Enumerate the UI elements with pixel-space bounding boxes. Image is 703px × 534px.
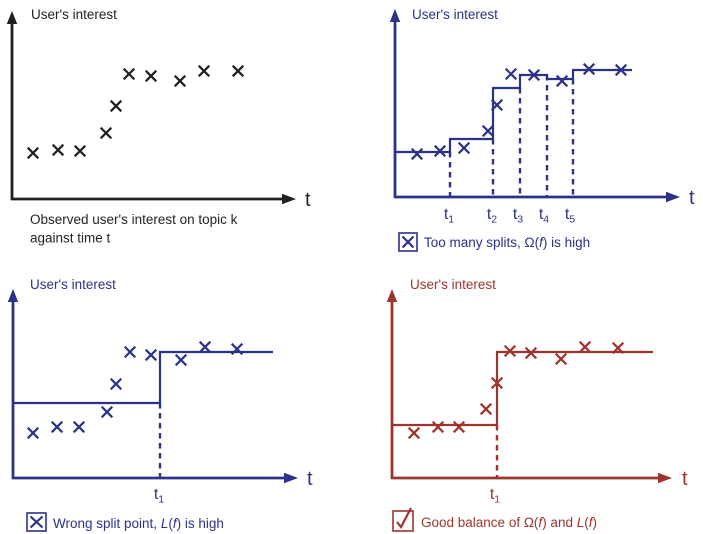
- x-mark: [174, 353, 188, 367]
- panel-caption: Wrong split point, L(f) is high: [53, 516, 224, 531]
- panel-caption-line: against time t: [30, 231, 111, 246]
- x-mark: [410, 147, 424, 161]
- x-mark: [490, 98, 504, 112]
- x-mark: [504, 67, 518, 81]
- x-mark: [503, 344, 517, 358]
- y-axis-arrow: [386, 289, 398, 302]
- step-function-line: [395, 68, 632, 154]
- panel-good-balance: User's interest t t1 Good balance of Ω(f) a…: [386, 277, 688, 532]
- x-axis-arrow: [658, 472, 672, 484]
- x-mark: [109, 377, 123, 391]
- x-mark-glyph: [401, 235, 415, 249]
- x-axis-label: t: [305, 189, 311, 211]
- x-mark: [452, 420, 466, 434]
- x-box-icon: [398, 232, 418, 252]
- x-mark: [490, 376, 504, 390]
- x-mark: [481, 124, 495, 138]
- y-axis-label: User's interest: [412, 7, 498, 22]
- x-mark: [582, 62, 596, 76]
- x-mark: [122, 67, 136, 81]
- y-axis-arrow: [7, 289, 19, 302]
- x-mark: [527, 68, 541, 82]
- y-axis-arrow: [389, 9, 401, 22]
- x-mark: [100, 405, 114, 419]
- panel-caption-line: Observed user's interest on topic k: [30, 212, 238, 227]
- x-mark: [26, 426, 40, 440]
- x-mark: [197, 64, 211, 78]
- x-mark: [50, 420, 64, 434]
- x-mark: [109, 99, 123, 113]
- x-mark: [457, 141, 471, 155]
- y-axis-label: User's interest: [30, 277, 116, 292]
- panel-caption: Too many splits, Ω(f) is high: [424, 235, 590, 250]
- x-axis-arrow: [666, 191, 680, 203]
- x-mark: [144, 69, 158, 83]
- y-axis-label: User's interest: [410, 277, 496, 292]
- tick-label: t1: [490, 486, 500, 506]
- x-mark: [230, 342, 244, 356]
- x-mark: [231, 64, 245, 78]
- x-mark: [431, 420, 445, 434]
- x-mark: [407, 426, 421, 440]
- x-mark: [51, 143, 65, 157]
- scatter-x-marks: [410, 62, 628, 161]
- x-axis-label: t: [689, 187, 695, 209]
- x-mark: [72, 420, 86, 434]
- x-mark: [144, 348, 158, 362]
- x-mark: [554, 352, 568, 366]
- x-mark: [555, 74, 569, 88]
- check-box-icon: [392, 510, 414, 532]
- y-axis-label: User's interest: [31, 7, 117, 22]
- scatter-x-marks: [26, 340, 244, 440]
- tick-label: t5: [565, 206, 575, 226]
- scatter-x-marks: [407, 340, 625, 440]
- x-axis-arrow: [282, 193, 296, 205]
- step-function-line: [392, 350, 653, 427]
- x-mark: [578, 340, 592, 354]
- x-mark: [99, 126, 113, 140]
- x-mark: [198, 340, 212, 354]
- tick-label: t2: [487, 206, 497, 226]
- tick-label: t1: [154, 486, 164, 506]
- x-axis-label: t: [682, 468, 688, 490]
- x-mark: [123, 345, 137, 359]
- tick-label: t4: [539, 206, 549, 226]
- x-mark: [611, 341, 625, 355]
- x-mark-glyph: [29, 515, 44, 529]
- check-mark-glyph: [396, 507, 412, 529]
- step-function-line: [13, 350, 273, 405]
- tick-label: t3: [513, 206, 523, 226]
- x-box-icon: [26, 512, 47, 532]
- tick-label: t1: [444, 206, 454, 226]
- panel-too-many-splits: User's interest t t1 t2 t3 t4 t5 Too many split…: [389, 7, 695, 252]
- panel-caption: Good balance of Ω(f) and L(f): [421, 515, 597, 530]
- x-mark: [433, 144, 447, 158]
- x-axis-arrow: [284, 472, 298, 484]
- panel-observed-scatter: User's interest t Observed user's interest…: [6, 7, 311, 246]
- x-mark: [173, 74, 187, 88]
- x-mark: [479, 402, 493, 416]
- x-mark: [26, 146, 40, 160]
- panel-wrong-split-point: User's interest t t1 Wrong split point, L(f…: [7, 277, 313, 532]
- x-mark: [614, 63, 628, 77]
- scatter-x-marks: [26, 64, 245, 160]
- x-mark: [524, 346, 538, 360]
- x-axis-label: t: [307, 468, 313, 490]
- x-mark: [73, 144, 87, 158]
- y-axis-arrow: [6, 11, 18, 24]
